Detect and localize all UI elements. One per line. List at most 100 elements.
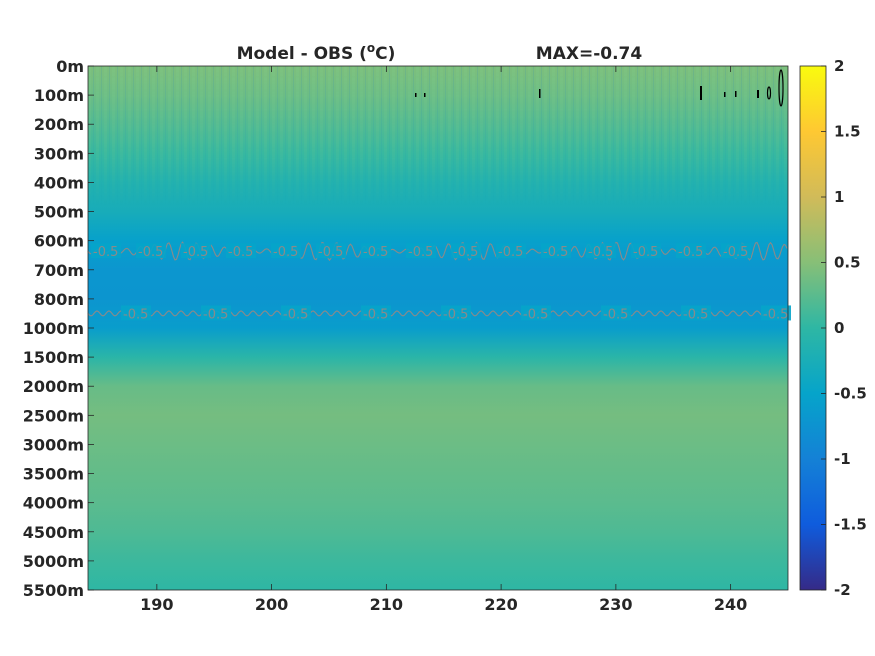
contour-label: -0.5 (543, 245, 568, 260)
y-tick-label: 800m (34, 290, 84, 309)
chart-title: Model - OBS (oC) (237, 41, 396, 64)
y-tick-label: 4500m (23, 523, 84, 542)
contour-mark (757, 90, 759, 98)
y-tick-label: 200m (34, 115, 84, 134)
colorbar-tick-label: 1 (834, 188, 844, 206)
contour-label-bg (201, 305, 231, 321)
y-tick-label: 1000m (23, 319, 84, 338)
contour-label: -0.5 (763, 307, 788, 322)
y-tick-label: 0m (56, 57, 84, 76)
max-annotation: MAX=-0.74 (536, 44, 643, 64)
colorbar-tick-label: 0 (834, 319, 844, 337)
y-tick-label: 700m (34, 261, 84, 280)
x-tick-label: 210 (370, 595, 403, 614)
contour-label-bg (406, 243, 436, 259)
x-tick-label: 230 (599, 595, 632, 614)
contour-label: -0.5 (363, 307, 388, 322)
contour-label: -0.5 (228, 245, 253, 260)
contour-label: -0.5 (273, 245, 298, 260)
contour-mark (778, 69, 784, 107)
contour-label: -0.5 (443, 307, 468, 322)
contour-mark (424, 93, 426, 97)
contour-label: -0.5 (723, 245, 748, 260)
plot-area: -0.5 -0.5 -0.5 -0.5 -0.5 -0.5 -0.5 -0.5 -0.5 -0.5… (87, 65, 791, 591)
y-tick-label: 600m (34, 232, 84, 251)
contour-label-bg (541, 243, 571, 259)
contour-label-bg (496, 243, 526, 259)
contour-mark (735, 91, 737, 97)
contour-label: -0.5 (93, 245, 118, 260)
contour-label-bg (121, 305, 151, 321)
contour-label: -0.5 (683, 307, 708, 322)
contour-label: -0.5 (678, 245, 703, 260)
contour-label-bg (316, 243, 346, 259)
colorbar-tick-label: 0.5 (834, 254, 861, 272)
y-tick-label: 100m (34, 86, 84, 105)
y-axis: 0m 100m 200m 300m 400m 500m 600m 700m 800m 1000m 1… (23, 57, 94, 600)
contour-label-bg (721, 243, 751, 259)
y-tick-label: 2500m (23, 406, 84, 425)
contour-label: -0.5 (138, 245, 163, 260)
colorbar-tick-label: -0.5 (834, 385, 867, 403)
contour-label-bg (681, 305, 711, 321)
contour-label-bg (361, 305, 391, 321)
contour-label-bg (181, 243, 211, 259)
y-tick-label: 400m (34, 173, 84, 192)
contour-label-bg (631, 243, 661, 259)
contour-label: -0.5 (183, 245, 208, 260)
y-tick-label: 5500m (23, 581, 84, 600)
x-tick-label: 220 (484, 595, 517, 614)
contour-label-bg (676, 243, 706, 259)
x-tick-label: 190 (140, 595, 173, 614)
x-tick-label: 240 (714, 595, 747, 614)
contour-label-bg (226, 243, 256, 259)
contour-label-bg (91, 243, 121, 259)
x-tick-label: 200 (255, 595, 288, 614)
contour-lines: -0.5 -0.5 -0.5 -0.5 -0.5 -0.5 -0.5 -0.5 -0.5 -0.5… (87, 241, 791, 322)
contour-label: -0.5 (318, 245, 343, 260)
heatmap-texture (88, 66, 788, 206)
contour-mark (539, 89, 541, 98)
contour-label: -0.5 (588, 245, 613, 260)
contour-mark (724, 92, 726, 97)
contour-label-bg (521, 305, 551, 321)
colorbar: 2 1.5 1 0.5 0 -0.5 -1 -1.5 -2 (799, 57, 867, 599)
contour-marks-near-surface (415, 69, 784, 107)
y-tick-label: 4000m (23, 494, 84, 513)
contour-label: -0.5 (283, 307, 308, 322)
contour-mark (700, 86, 702, 100)
contour-mark (766, 86, 772, 100)
contour-label-bg (601, 305, 631, 321)
colorbar-ticks: 2 1.5 1 0.5 0 -0.5 -1 -1.5 -2 (821, 57, 867, 599)
contour-label: -0.5 (123, 307, 148, 322)
contour-label: -0.5 (498, 245, 523, 260)
contour-label-bg (761, 305, 791, 321)
contour-label: -0.5 (363, 245, 388, 260)
contour-mark (415, 93, 417, 97)
colorbar-tick-label: -1 (834, 450, 851, 468)
contour-label-bg (451, 243, 481, 259)
contour-label-bg (271, 243, 301, 259)
contour-label: -0.5 (453, 245, 478, 260)
y-tick-label: 300m (34, 144, 84, 163)
y-tick-label: 2000m (23, 377, 84, 396)
contour-label-bg (136, 243, 166, 259)
contour-label-bg (586, 243, 616, 259)
contour-label-bg (441, 305, 471, 321)
colorbar-tick-label: 1.5 (834, 123, 861, 141)
colorbar-tick-label: 2 (834, 57, 844, 75)
y-tick-label: 1500m (23, 348, 84, 367)
colorbar-tick-label: -2 (834, 581, 851, 599)
contour-label: -0.5 (523, 307, 548, 322)
y-tick-label: 500m (34, 203, 84, 222)
y-tick-label: 3000m (23, 435, 84, 454)
contour-label-bg (281, 305, 311, 321)
y-tick-label: 5000m (23, 552, 84, 571)
contour-label: -0.5 (603, 307, 628, 322)
contour-label-bg (361, 243, 391, 259)
x-axis: 190 200 210 220 230 240 (140, 66, 747, 614)
contour-label: -0.5 (408, 245, 433, 260)
colorbar-tick-label: -1.5 (834, 516, 867, 534)
y-tick-label: 3500m (23, 465, 84, 484)
